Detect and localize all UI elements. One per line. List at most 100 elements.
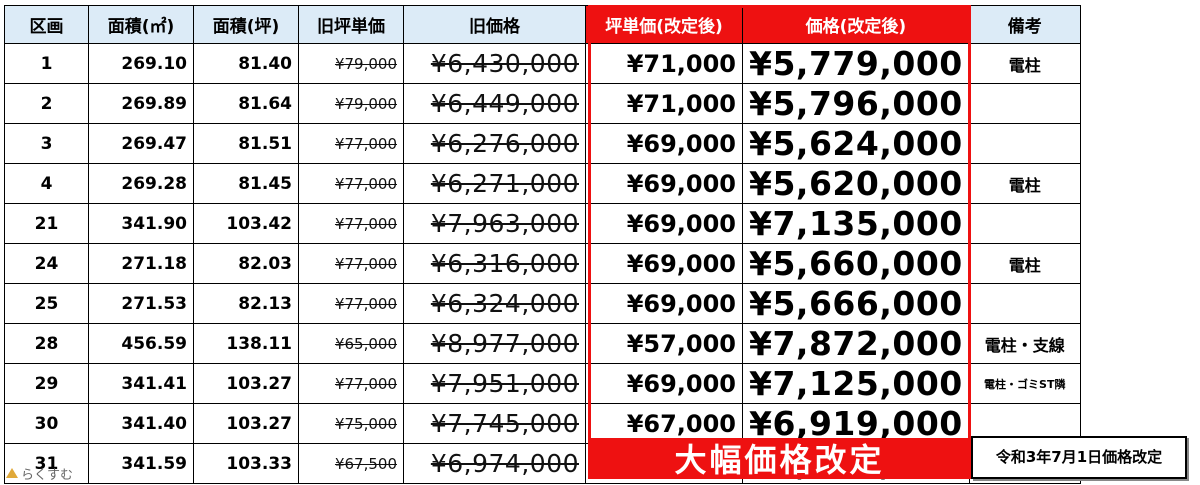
table-row: 28 456.59 138.11 ¥65,000 ¥8,977,000 ¥57,000 ¥7… (4, 323, 1081, 364)
cell-old-unit-price: ¥65,000 (298, 323, 404, 364)
cell-new-unit-price: ¥69,000 (585, 123, 743, 164)
cell-area-m2: 271.18 (88, 243, 194, 284)
cell-new-unit-price: ¥69,000 (585, 203, 743, 244)
cell-old-price: ¥7,951,000 (403, 363, 586, 404)
cell-new-unit-price: ¥69,000 (585, 283, 743, 324)
cell-area-tsubo: 103.27 (193, 403, 299, 444)
table-row: 30 341.40 103.27 ¥75,000 ¥7,745,000 ¥67,000 ¥6… (4, 403, 1081, 444)
cell-old-price: ¥6,271,000 (403, 163, 586, 204)
price-revision-banner: 大幅価格改定 (588, 441, 971, 479)
table-row: 4 269.28 81.45 ¥77,000 ¥6,271,000 ¥69,000 ¥5,6… (4, 163, 1081, 204)
cell-note: 電柱 (968, 43, 1081, 84)
cell-ku: 3 (4, 123, 89, 164)
cell-area-m2: 271.53 (88, 283, 194, 324)
cell-area-tsubo: 103.42 (193, 203, 299, 244)
cell-area-tsubo: 81.45 (193, 163, 299, 204)
cell-ku: 21 (4, 203, 89, 244)
header-row: 区画 面積(㎡) 面積(坪) 旧坪単価 旧価格 坪単価(改定後) 価格(改定後)… (4, 5, 1081, 44)
cell-old-unit-price: ¥77,000 (298, 283, 404, 324)
cell-old-price: ¥6,324,000 (403, 283, 586, 324)
price-table: 区画 面積(㎡) 面積(坪) 旧坪単価 旧価格 坪単価(改定後) 価格(改定後)… (4, 5, 1081, 484)
cell-area-tsubo: 138.11 (193, 323, 299, 364)
cell-ku: 1 (4, 43, 89, 84)
cell-old-price: ¥7,963,000 (403, 203, 586, 244)
cell-ku: 29 (4, 363, 89, 404)
revision-date-note: 令和3年7月1日価格改定 (971, 436, 1187, 479)
header-old-price: 旧価格 (403, 5, 586, 44)
table-row: 1 269.10 81.40 ¥79,000 ¥6,430,000 ¥71,000 ¥5,7… (4, 43, 1081, 84)
cell-old-price: ¥6,316,000 (403, 243, 586, 284)
cell-area-m2: 269.47 (88, 123, 194, 164)
cell-new-price: ¥5,666,000 (742, 283, 970, 324)
cell-note: 電柱・ゴミST隣 (968, 363, 1081, 404)
cell-area-tsubo: 81.64 (193, 83, 299, 124)
cell-old-price: ¥7,745,000 (403, 403, 586, 444)
cell-new-unit-price: ¥71,000 (585, 43, 743, 84)
header-new-unit-price: 坪単価(改定後) (585, 5, 743, 44)
cell-new-unit-price: ¥69,000 (585, 163, 743, 204)
table-row: 21 341.90 103.42 ¥77,000 ¥7,963,000 ¥69,000 ¥7… (4, 203, 1081, 244)
cell-note (968, 283, 1081, 324)
header-note: 備考 (968, 5, 1081, 44)
cell-area-tsubo: 82.13 (193, 283, 299, 324)
cell-ku: 30 (4, 403, 89, 444)
table-row: 29 341.41 103.27 ¥77,000 ¥7,951,000 ¥69,000 ¥7… (4, 363, 1081, 404)
header-area-tsubo: 面積(坪) (193, 5, 299, 44)
logo-text: らくすむ (21, 467, 74, 483)
cell-old-price: ¥6,430,000 (403, 43, 586, 84)
cell-note: 電柱・支線 (968, 323, 1081, 364)
cell-ku: 31 (4, 443, 89, 484)
header-new-price: 価格(改定後) (742, 5, 970, 44)
house-icon (6, 468, 18, 478)
cell-area-tsubo: 103.27 (193, 363, 299, 404)
cell-old-price: ¥8,977,000 (403, 323, 586, 364)
cell-old-unit-price: ¥77,000 (298, 203, 404, 244)
cell-ku: 25 (4, 283, 89, 324)
cell-area-m2: 341.40 (88, 403, 194, 444)
cell-area-m2: 269.89 (88, 83, 194, 124)
cell-area-m2: 269.10 (88, 43, 194, 84)
cell-new-price: ¥5,779,000 (742, 43, 970, 84)
cell-new-price: ¥6,919,000 (742, 403, 970, 444)
cell-area-m2: 341.41 (88, 363, 194, 404)
table-row: 2 269.89 81.64 ¥79,000 ¥6,449,000 ¥71,000 ¥5,7… (4, 83, 1081, 124)
cell-ku: 2 (4, 83, 89, 124)
cell-old-unit-price: ¥77,000 (298, 363, 404, 404)
cell-note (968, 83, 1081, 124)
cell-new-price: ¥5,624,000 (742, 123, 970, 164)
cell-ku: 24 (4, 243, 89, 284)
header-area-m2: 面積(㎡) (88, 5, 194, 44)
cell-new-price: ¥7,872,000 (742, 323, 970, 364)
table-row: 25 271.53 82.13 ¥77,000 ¥6,324,000 ¥69,000 ¥5,… (4, 283, 1081, 324)
header-ku: 区画 (4, 5, 89, 44)
cell-area-m2: 269.28 (88, 163, 194, 204)
cell-area-tsubo: 81.51 (193, 123, 299, 164)
cell-new-unit-price: ¥57,000 (585, 323, 743, 364)
cell-note: 電柱 (968, 243, 1081, 284)
cell-note: 電柱 (968, 163, 1081, 204)
cell-new-price: ¥5,620,000 (742, 163, 970, 204)
cell-ku: 28 (4, 323, 89, 364)
header-old-unit-price: 旧坪単価 (298, 5, 404, 44)
cell-old-unit-price: ¥77,000 (298, 163, 404, 204)
cell-old-unit-price: ¥79,000 (298, 43, 404, 84)
cell-new-price: ¥7,135,000 (742, 203, 970, 244)
cell-new-unit-price: ¥69,000 (585, 363, 743, 404)
table-row: 3 269.47 81.51 ¥77,000 ¥6,276,000 ¥69,000 ¥5,6… (4, 123, 1081, 164)
cell-old-unit-price: ¥77,000 (298, 243, 404, 284)
cell-new-price: ¥5,660,000 (742, 243, 970, 284)
cell-area-m2: 341.59 (88, 443, 194, 484)
cell-area-m2: 341.90 (88, 203, 194, 244)
cell-new-price: ¥5,796,000 (742, 83, 970, 124)
cell-ku: 4 (4, 163, 89, 204)
cell-old-unit-price: ¥67,500 (298, 443, 404, 484)
cell-new-unit-price: ¥71,000 (585, 83, 743, 124)
cell-old-price: ¥6,974,000 (403, 443, 586, 484)
cell-new-price: ¥7,125,000 (742, 363, 970, 404)
cell-old-unit-price: ¥79,000 (298, 83, 404, 124)
cell-area-tsubo: 103.33 (193, 443, 299, 484)
cell-area-tsubo: 82.03 (193, 243, 299, 284)
cell-new-unit-price: ¥67,000 (585, 403, 743, 444)
cell-area-m2: 456.59 (88, 323, 194, 364)
cell-old-unit-price: ¥75,000 (298, 403, 404, 444)
